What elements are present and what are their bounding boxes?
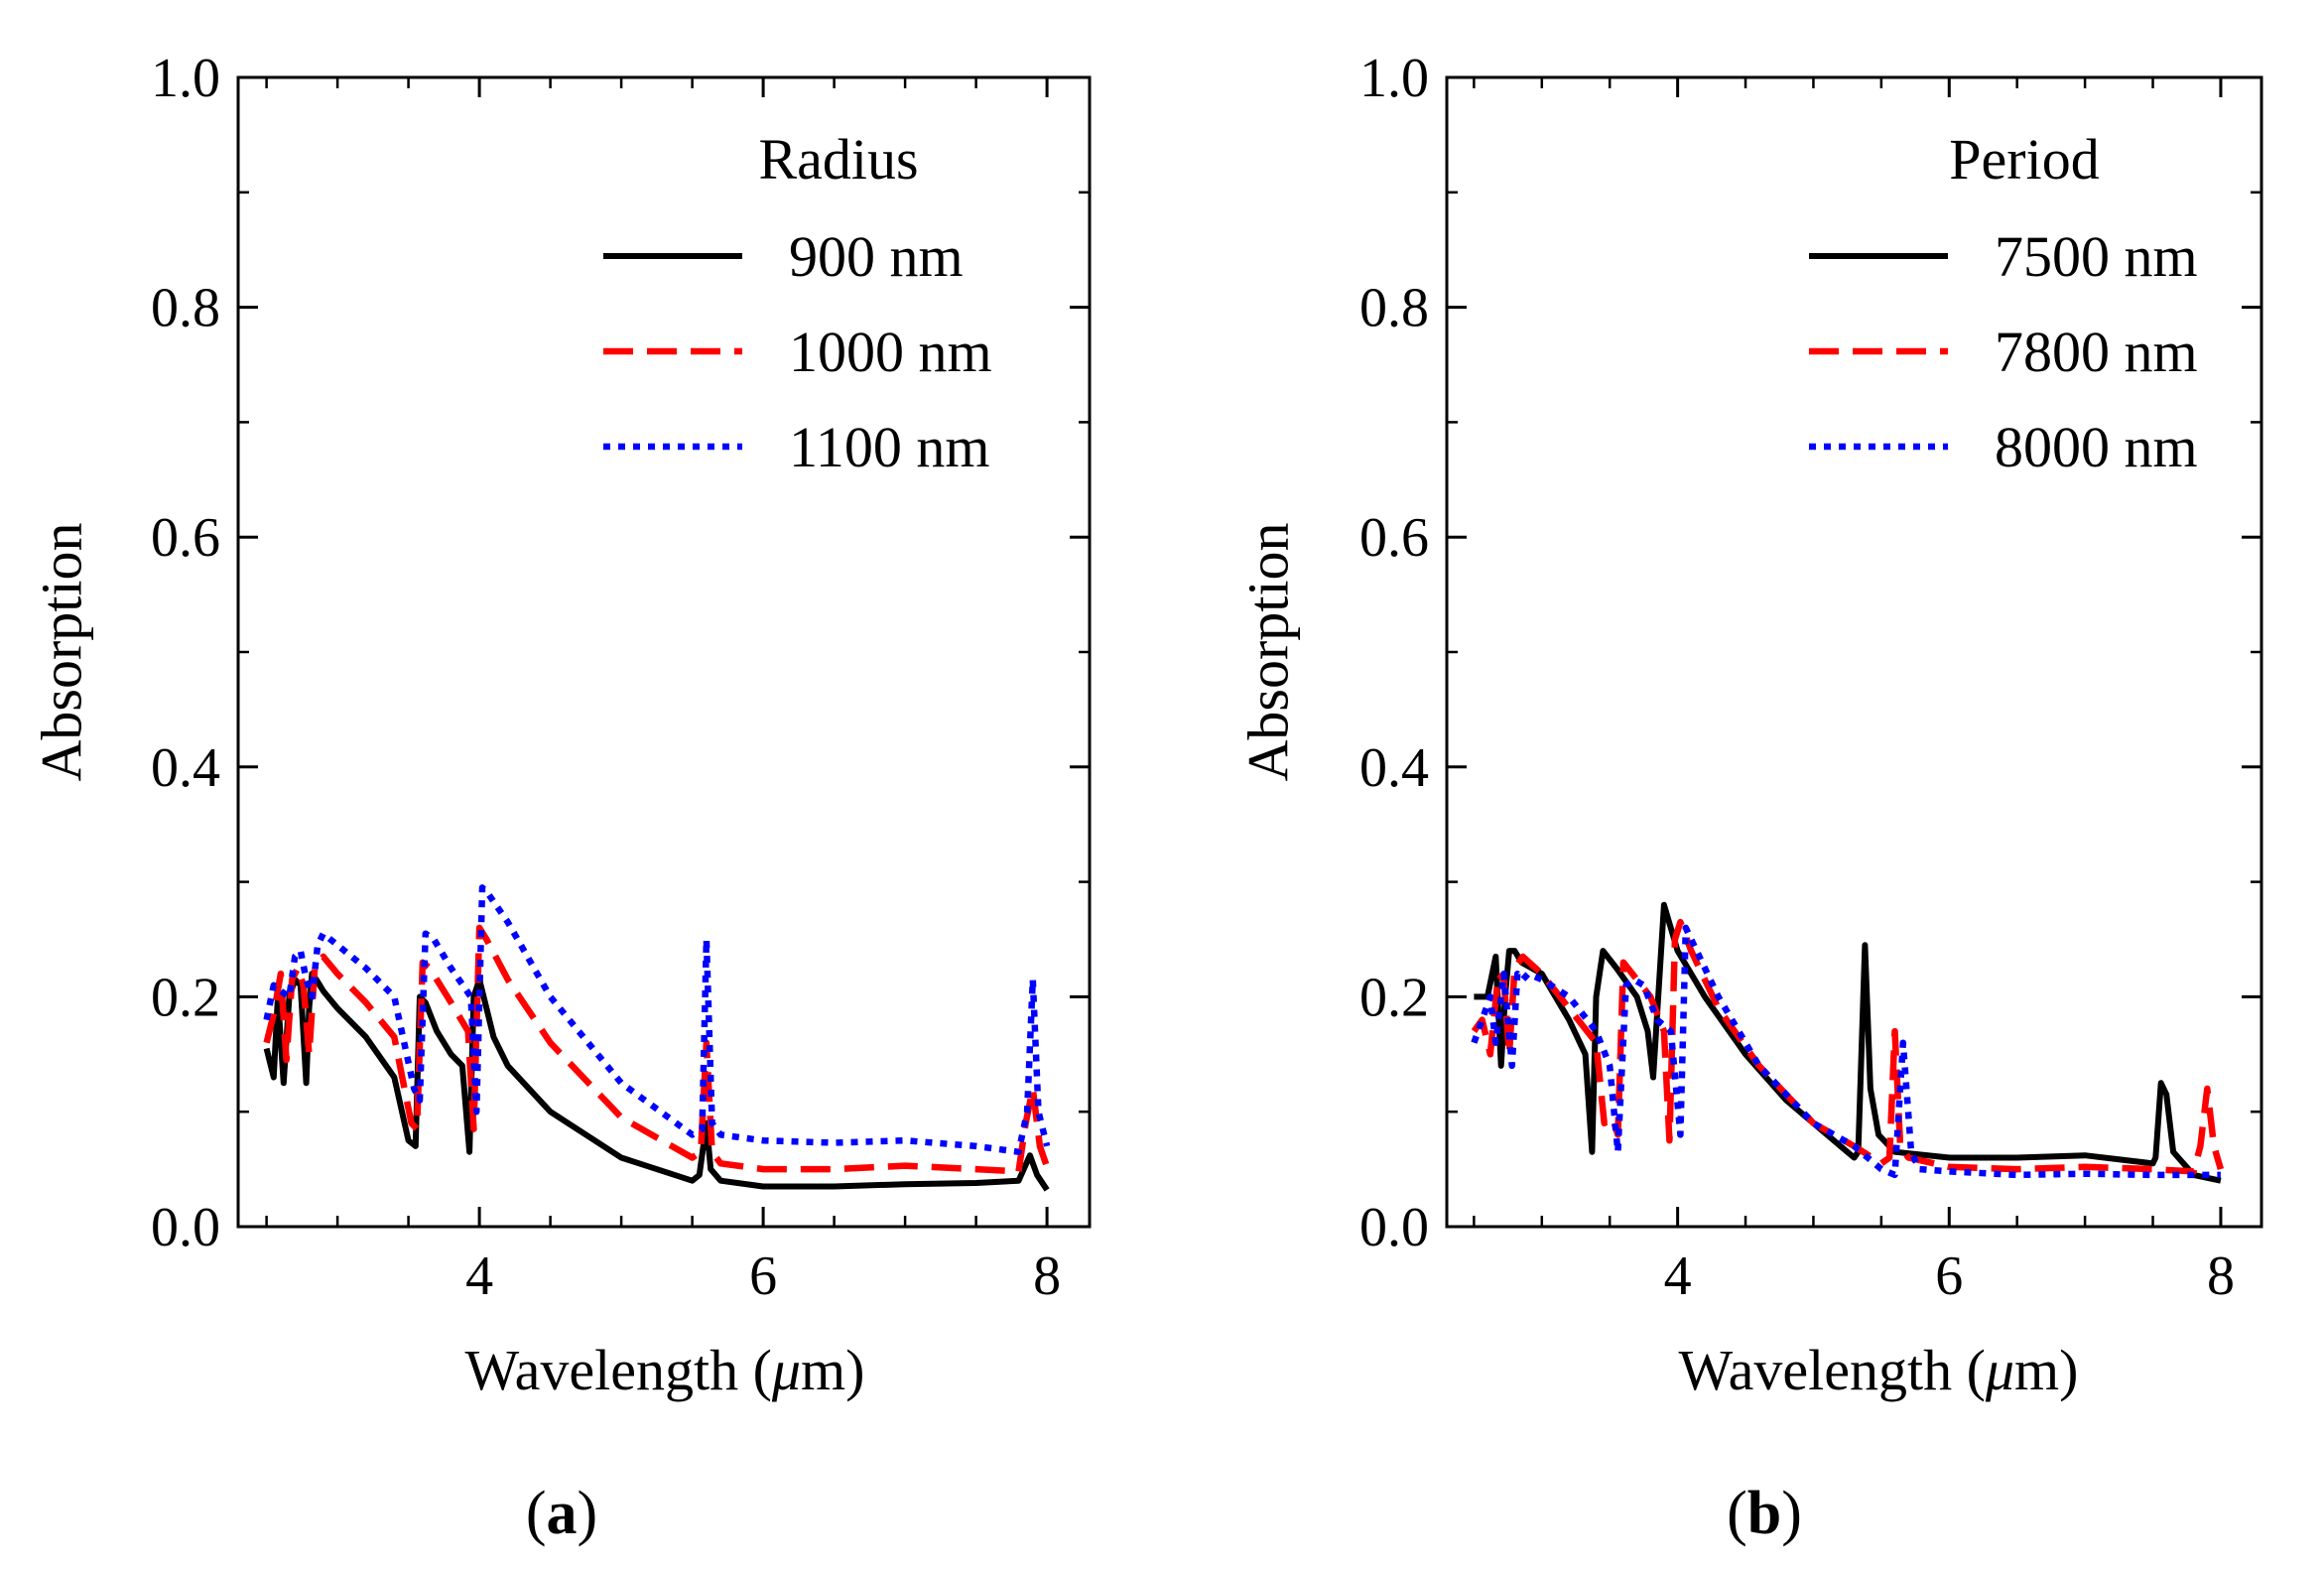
- panel-a: 0.0 0.2 0.4 0.6 0.8 1.0 4 6 8 Absorption Wavelen…: [30, 48, 1091, 1547]
- y-axis-title-b: Absorption: [1236, 523, 1301, 782]
- series-line-a-1: [267, 974, 1048, 1190]
- legend-a: Radius 900 nm 1000 nm 1100 nm: [603, 127, 992, 479]
- x-tick-label-a: 6: [749, 1246, 777, 1307]
- panel-b: 0.0 0.2 0.4 0.6 0.8 1.0 4 6 8 Absorption Wavelen…: [1236, 48, 2262, 1547]
- x-tick-label-a: 8: [1033, 1246, 1061, 1307]
- legend-label-b-2: 7800 nm: [1995, 320, 2198, 384]
- y-tick-label-a: 0.4: [151, 737, 220, 799]
- series-layer-b: [1474, 905, 2220, 1181]
- legend-label-a-1: 900 nm: [789, 224, 964, 289]
- y-tick-label-a: 0.6: [151, 507, 220, 569]
- y-tick-label-b: 0.4: [1359, 737, 1429, 799]
- legend-label-b-1: 7500 nm: [1995, 224, 2198, 289]
- x-axis-title-b: Wavelength (μm): [1679, 1338, 2079, 1402]
- panel-label-b: (b): [1727, 1480, 1802, 1547]
- y-tick-label-b: 0.0: [1359, 1197, 1429, 1258]
- y-tick-label-b: 0.6: [1359, 507, 1429, 569]
- y-tick-label-b: 0.8: [1359, 278, 1429, 339]
- legend-label-b-3: 8000 nm: [1995, 415, 2198, 479]
- legend-label-a-2: 1000 nm: [789, 320, 992, 384]
- series-line-a-2: [267, 928, 1048, 1172]
- x-tick-label-a: 4: [465, 1246, 493, 1307]
- y-axis-title-a: Absorption: [30, 523, 94, 782]
- y-tick-label-a: 0.0: [151, 1197, 220, 1258]
- y-tick-label-a: 1.0: [151, 48, 220, 109]
- y-tick-label-a: 0.8: [151, 278, 220, 339]
- legend-title-b: Period: [1949, 127, 2099, 192]
- figure: 0.0 0.2 0.4 0.6 0.8 1.0 4 6 8 Absorption Wavelen…: [0, 0, 2324, 1574]
- x-tick-label-b: 8: [2207, 1246, 2235, 1307]
- legend-b: Period 7500 nm 7800 nm 8000 nm: [1809, 127, 2198, 479]
- series-line-b-2: [1474, 922, 2220, 1171]
- x-axis-title-a: Wavelength (μm): [465, 1338, 865, 1402]
- legend-title-a: Radius: [758, 127, 918, 192]
- series-layer-a: [267, 887, 1048, 1190]
- panel-label-a: (a): [526, 1480, 597, 1547]
- legend-label-a-3: 1100 nm: [789, 415, 989, 479]
- y-tick-label-a: 0.2: [151, 967, 220, 1028]
- y-tick-label-b: 0.2: [1359, 967, 1429, 1028]
- x-tick-label-b: 6: [1935, 1246, 1963, 1307]
- x-tick-label-b: 4: [1664, 1246, 1692, 1307]
- y-tick-label-b: 1.0: [1359, 48, 1429, 109]
